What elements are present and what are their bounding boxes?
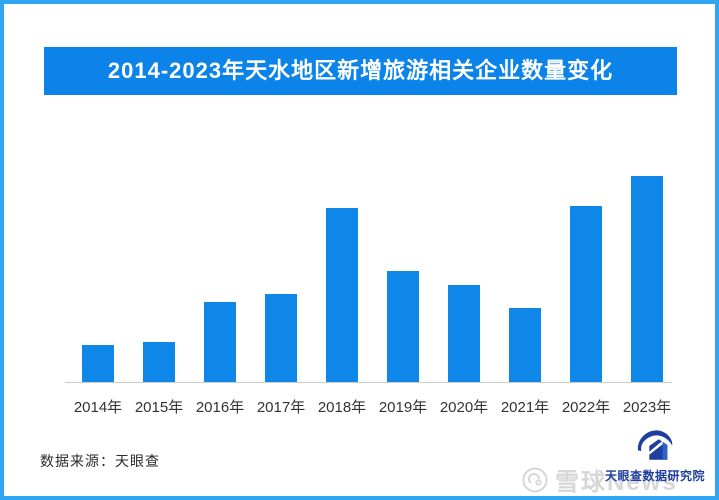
x-axis-label-2023年: 2023年 xyxy=(622,399,672,416)
xueqiu-snowball-icon xyxy=(522,467,548,492)
xueqiu-watermark: 雪球News xyxy=(522,462,678,496)
bar-2019年 xyxy=(387,271,419,382)
bar-2021年 xyxy=(509,308,541,382)
bar-2023年 xyxy=(631,176,663,382)
tianyancha-logo-icon xyxy=(637,430,673,460)
chart-title: 2014-2023年天水地区新增旅游相关企业数量变化 xyxy=(44,47,677,95)
bar-2015年 xyxy=(143,342,175,382)
tianyancha-logo-text: 天眼查数据研究院 xyxy=(604,469,705,483)
x-axis-label-2015年: 2015年 xyxy=(134,399,184,416)
x-axis-label-2014年: 2014年 xyxy=(73,399,123,416)
x-axis-label-2021年: 2021年 xyxy=(500,399,550,416)
bar-2017年 xyxy=(265,294,297,382)
x-axis-label-2019年: 2019年 xyxy=(378,399,428,416)
x-axis-label-2022年: 2022年 xyxy=(561,399,611,416)
bar-2022年 xyxy=(570,206,602,382)
tianyancha-logo: 天眼查数据研究院 xyxy=(600,428,710,484)
x-axis-label-2020年: 2020年 xyxy=(439,399,489,416)
data-source-note: 数据来源：天眼查 xyxy=(40,453,160,469)
bar-2014年 xyxy=(82,345,114,382)
bar-2016年 xyxy=(204,302,236,382)
x-axis-label-2016年: 2016年 xyxy=(195,399,245,416)
bar-2020年 xyxy=(448,285,480,382)
x-axis-label-2018年: 2018年 xyxy=(317,399,367,416)
bar-chart-plot-area xyxy=(65,160,672,383)
xueqiu-watermark-text: 雪球News xyxy=(555,469,678,496)
bar-2018年 xyxy=(326,208,358,382)
x-axis-labels: 2014年 2015年 2016年 2017年 2018年 2019年 2020年 2021年… xyxy=(65,396,672,416)
x-axis-label-2017年: 2017年 xyxy=(256,399,306,416)
